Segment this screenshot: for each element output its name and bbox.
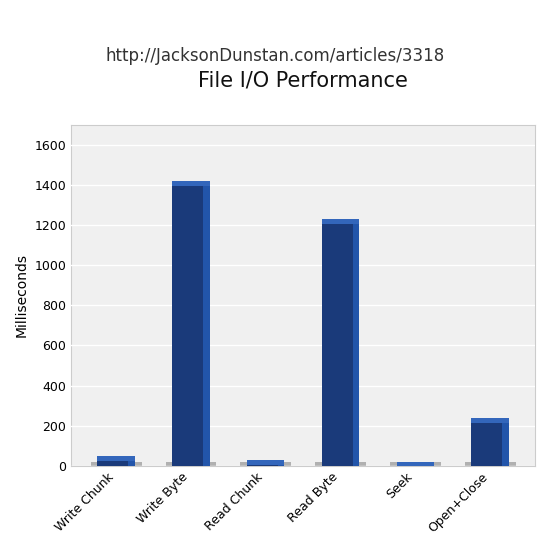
- Bar: [91, 462, 141, 466]
- Bar: [203, 181, 210, 466]
- Bar: [172, 181, 210, 466]
- Bar: [502, 417, 509, 466]
- Bar: [390, 462, 441, 466]
- Bar: [247, 460, 284, 466]
- Bar: [97, 456, 135, 461]
- Bar: [97, 456, 135, 466]
- Y-axis label: Milliseconds: Milliseconds: [15, 254, 29, 337]
- Bar: [427, 461, 434, 466]
- Bar: [247, 460, 284, 465]
- Bar: [471, 417, 509, 466]
- Bar: [315, 462, 366, 466]
- Bar: [353, 219, 359, 466]
- Bar: [278, 460, 284, 466]
- Bar: [128, 456, 135, 466]
- Bar: [166, 462, 216, 466]
- Bar: [465, 462, 515, 466]
- Bar: [322, 219, 359, 466]
- Title: File I/O Performance: File I/O Performance: [198, 70, 408, 90]
- Bar: [397, 461, 434, 467]
- Bar: [172, 181, 210, 186]
- Bar: [322, 219, 359, 224]
- Bar: [397, 461, 434, 466]
- Bar: [240, 462, 291, 466]
- Bar: [471, 417, 509, 423]
- Text: http://JacksonDunstan.com/articles/3318: http://JacksonDunstan.com/articles/3318: [106, 47, 444, 65]
